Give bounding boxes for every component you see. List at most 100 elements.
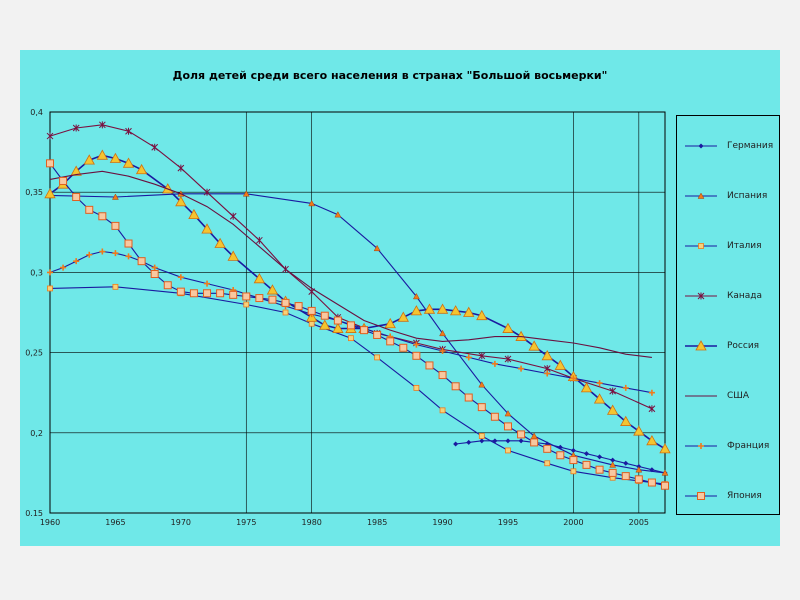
data-point: [151, 264, 158, 271]
data-point: [623, 460, 629, 466]
data-point: [697, 292, 705, 300]
data-point: [609, 461, 617, 468]
data-point: [477, 403, 486, 412]
legend-swatch: [685, 340, 717, 351]
data-point: [569, 456, 578, 465]
data-point: [188, 208, 200, 220]
data-point: [518, 365, 525, 372]
legend-swatch: [685, 492, 717, 500]
data-point: [541, 349, 553, 361]
data-point: [59, 176, 68, 185]
legend: Германия Испания Италия Канада Россия США Фран…: [676, 115, 780, 515]
x-tick-label: 1990: [432, 518, 452, 527]
data-point: [255, 294, 264, 303]
data-point: [554, 359, 566, 370]
legend-label: Россия: [727, 341, 760, 351]
data-point: [44, 187, 56, 199]
data-point: [478, 381, 486, 388]
data-point: [648, 389, 655, 396]
data-point: [439, 329, 446, 337]
data-point: [397, 311, 409, 322]
series-5: [49, 170, 652, 358]
data-point: [659, 443, 671, 454]
data-point: [648, 405, 656, 413]
legend-swatch: [685, 443, 717, 449]
series-6: [47, 248, 655, 396]
data-point: [163, 281, 172, 290]
data-point: [697, 492, 705, 500]
data-point: [570, 447, 576, 453]
data-point: [332, 322, 344, 333]
legend-label: Италия: [727, 241, 762, 251]
data-point: [83, 154, 95, 165]
data-point: [449, 305, 462, 316]
data-point: [478, 352, 486, 360]
data-point: [307, 306, 316, 315]
data-point: [72, 124, 80, 132]
series-line: [49, 170, 652, 358]
legend-swatch: [685, 192, 717, 199]
y-tick-label: 0.15: [25, 509, 43, 518]
data-point: [242, 190, 250, 197]
legend-label: Испания: [727, 191, 768, 201]
x-tick-label: 1970: [171, 518, 191, 527]
data-point: [476, 309, 488, 321]
y-tick-label: 0,4: [30, 108, 43, 117]
legend-item: США: [677, 386, 781, 406]
data-point: [98, 212, 107, 221]
data-point: [606, 404, 619, 415]
data-point: [504, 410, 512, 417]
data-point: [125, 253, 132, 260]
chart-title: Доля детей среди всего населения в стран…: [172, 69, 608, 82]
data-point: [580, 382, 593, 393]
data-point: [281, 298, 290, 307]
data-point: [544, 460, 551, 467]
data-point: [176, 287, 185, 296]
data-point: [242, 292, 251, 301]
data-point: [266, 284, 279, 295]
data-point: [253, 272, 266, 284]
data-point: [201, 223, 213, 234]
data-point: [583, 451, 589, 457]
data-point: [410, 305, 423, 316]
data-point: [413, 384, 420, 391]
data-point: [633, 425, 645, 436]
data-point: [698, 243, 704, 249]
legend-item: Италия: [677, 236, 781, 256]
data-point: [308, 320, 315, 327]
legend-label: Германия: [727, 141, 774, 151]
data-point: [204, 280, 211, 287]
y-tick-label: 0,2: [30, 429, 43, 438]
data-point: [150, 270, 159, 279]
data-point: [438, 371, 447, 380]
x-tick-label: 1965: [105, 518, 125, 527]
data-point: [227, 250, 239, 261]
data-point: [505, 447, 511, 454]
data-point: [124, 239, 133, 248]
data-point: [373, 244, 381, 252]
x-tick-label: 1980: [302, 518, 322, 527]
x-tick-label: 2000: [563, 518, 583, 527]
series-2: [47, 283, 668, 488]
data-point: [518, 438, 524, 444]
data-point: [647, 478, 656, 487]
data-point: [478, 433, 485, 439]
data-point: [203, 289, 212, 298]
data-point: [294, 302, 303, 311]
data-point: [465, 354, 472, 361]
data-point: [60, 264, 67, 271]
legend-swatch: [685, 143, 717, 149]
data-point: [177, 164, 185, 172]
data-point: [98, 121, 106, 129]
x-tick-label: 1995: [498, 518, 518, 527]
data-point: [635, 466, 643, 473]
data-point: [216, 289, 225, 298]
series-line: [49, 250, 652, 394]
data-point: [282, 309, 289, 316]
data-point: [346, 321, 355, 330]
data-point: [597, 454, 603, 460]
data-point: [570, 375, 577, 382]
data-point: [348, 335, 354, 342]
y-tick-label: 0,25: [25, 349, 43, 358]
